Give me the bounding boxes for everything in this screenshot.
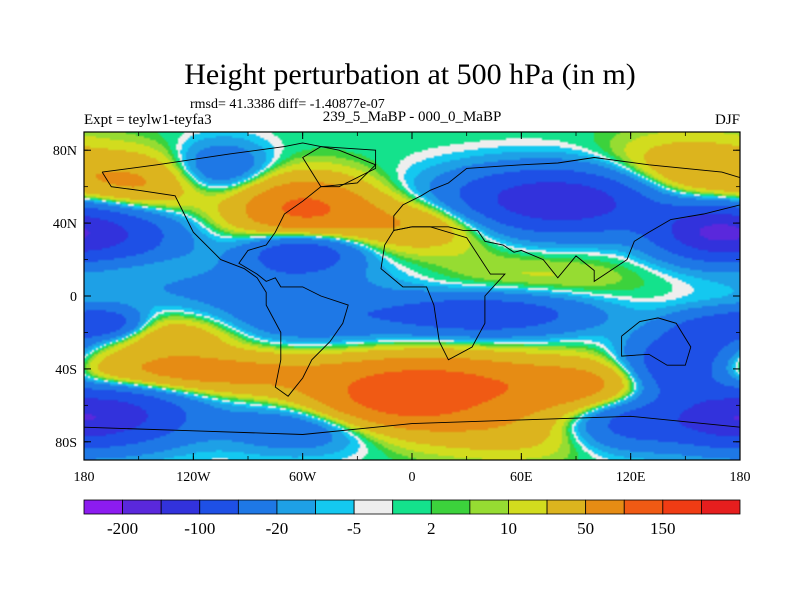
coastline-1 [380, 226, 506, 361]
coastline-2 [393, 157, 741, 283]
map-plot [83, 131, 741, 461]
x-tick-label: 0 [409, 470, 416, 485]
y-tick-label: 40S [55, 363, 77, 378]
colorbar-swatch [83, 499, 123, 515]
colorbar-swatch [392, 499, 432, 515]
colorbar-label: -100 [184, 519, 215, 538]
center-subtitle: 239_5_MaBP - 000_0_MaBP [323, 109, 502, 125]
colorbar-swatch [585, 499, 625, 515]
colorbar-swatch [353, 499, 394, 515]
colorbar-swatch [662, 499, 702, 515]
x-tick-label: 60W [289, 470, 317, 485]
x-tick-label: 180 [74, 470, 95, 485]
coastline-4 [83, 415, 741, 435]
y-tick-label: 80S [55, 436, 77, 451]
coastline-3 [621, 317, 692, 366]
colorbar-swatch [276, 499, 316, 515]
colorbar-label: -20 [266, 519, 289, 538]
chart-title: Height perturbation at 500 hPa (in m) [184, 58, 636, 91]
colorbar-swatch [199, 499, 239, 515]
coastline-5 [302, 146, 377, 188]
colorbar-swatch [469, 499, 509, 515]
y-tick-label: 0 [70, 290, 77, 305]
colorbar-swatch [623, 499, 664, 515]
colorbar-label: -200 [107, 519, 138, 538]
x-tick-label: 180 [730, 470, 751, 485]
colorbar-swatch [546, 499, 587, 515]
colorbar-label: -5 [347, 519, 361, 538]
x-tick-label: 120W [176, 470, 211, 485]
y-tick-label: 80N [53, 144, 77, 159]
colorbar-label: 50 [577, 519, 594, 538]
height-perturbation-field [84, 132, 740, 460]
colorbar-swatch [237, 499, 278, 515]
colorbar-label: 150 [650, 519, 676, 538]
x-tick-label: 120E [616, 470, 646, 485]
stats-text: rmsd= 41.3386 diff= -1.40877e-07 [190, 97, 385, 112]
colorbar-label: 10 [500, 519, 517, 538]
colorbar: -200 -100 -20 -5 2 10 50 150 [83, 499, 741, 538]
x-axis: 180 120W 60W 0 60E 120E 180 [74, 132, 751, 485]
coastlines [83, 142, 741, 435]
colorbar-label: 2 [427, 519, 436, 538]
x-tick-label: 60E [510, 470, 533, 485]
right-subtitle: DJF [715, 112, 740, 128]
left-subtitle: Expt = teylw1-teyfa3 [84, 112, 212, 128]
y-axis: 80N 40N 0 40S 80S [53, 144, 740, 451]
colorbar-swatch [701, 499, 741, 515]
colorbar-swatch [122, 499, 162, 515]
colorbar-swatch [430, 499, 471, 515]
coastline-0 [101, 142, 377, 397]
colorbar-swatch [315, 499, 355, 515]
y-tick-label: 40N [53, 217, 77, 232]
colorbar-swatch [160, 499, 201, 515]
colorbar-swatch [508, 499, 548, 515]
